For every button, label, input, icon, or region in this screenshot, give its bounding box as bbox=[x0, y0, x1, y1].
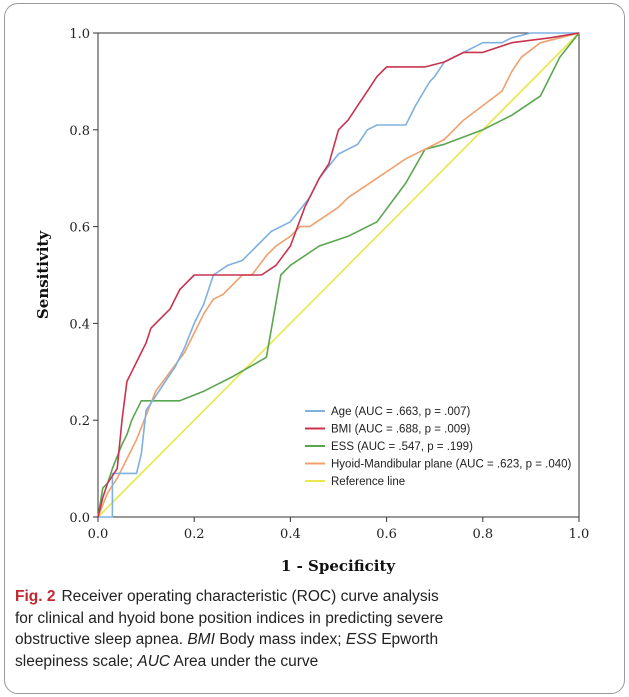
legend-label: Reference line bbox=[331, 476, 405, 488]
abbr-bmi: BMI bbox=[187, 631, 215, 648]
legend-label: BMI (AUC = .688, p = .009) bbox=[331, 424, 471, 436]
x-tick-label: 0.2 bbox=[184, 527, 205, 542]
x-tick-label: 0.6 bbox=[376, 527, 397, 542]
figure-card: 0.0 0.2 0.4 0.6 0.8 1.0 0.0 0.2 0.4 0.6 0.8 1.0 1 … bbox=[4, 3, 625, 694]
x-tick-label: 1.0 bbox=[569, 527, 590, 542]
legend-label: Hyoid-Mandibular plane (AUC = .623, p = … bbox=[331, 459, 572, 471]
y-tick-label: 0.0 bbox=[69, 511, 90, 526]
abbr-auc: AUC bbox=[137, 652, 171, 670]
y-tick-label: 0.6 bbox=[69, 221, 90, 236]
series-line-reference bbox=[97, 32, 580, 518]
caption-line-3: obstructive sleep apnea. bbox=[15, 631, 184, 648]
legend: Age (AUC = .663, p = .007) BMI (AUC = .68… bbox=[305, 406, 572, 488]
roc-chart: 0.0 0.2 0.4 0.6 0.8 1.0 0.0 0.2 0.4 0.6 0.8 1.0 1 … bbox=[34, 27, 589, 575]
y-axis-title: Sensitivity bbox=[34, 230, 52, 319]
x-tick-label: 0.0 bbox=[88, 527, 109, 542]
plot-frame bbox=[97, 32, 580, 518]
y-tick-label: 0.2 bbox=[69, 414, 90, 429]
x-tick-label: 0.4 bbox=[280, 527, 301, 542]
y-tick-label: 0.4 bbox=[69, 317, 90, 332]
def-ess: Epworth bbox=[381, 631, 439, 648]
x-axis-title: 1 - Specificity bbox=[281, 557, 396, 575]
series-layer bbox=[97, 32, 580, 518]
legend-label: ESS (AUC = .547, p = .199) bbox=[331, 441, 473, 453]
figure-caption: Fig. 2 Receiver operating characteristic … bbox=[15, 586, 615, 672]
x-tick-label: 0.8 bbox=[472, 527, 493, 542]
def-bmi: Body mass index; bbox=[219, 631, 342, 648]
y-tick-label: 1.0 bbox=[69, 27, 90, 42]
series-line-bmi bbox=[97, 32, 580, 518]
caption-line-1: Receiver operating characteristic (ROC) … bbox=[61, 588, 439, 605]
x-axis-ticks: 0.0 0.2 0.4 0.6 0.8 1.0 bbox=[88, 517, 590, 542]
legend-label: Age (AUC = .663, p = .007) bbox=[331, 406, 471, 418]
figure-label: Fig. 2 bbox=[15, 588, 56, 605]
def-auc: Area under the curve bbox=[173, 652, 319, 670]
y-tick-label: 0.8 bbox=[69, 124, 90, 139]
abbr-ess: ESS bbox=[345, 631, 377, 648]
plot-area: 0.0 0.2 0.4 0.6 0.8 1.0 0.0 0.2 0.4 0.6 0.8 1.0 bbox=[69, 27, 589, 542]
caption-line-4: sleepiness scale; bbox=[15, 652, 134, 670]
y-axis-ticks: 0.0 0.2 0.4 0.6 0.8 1.0 bbox=[69, 27, 98, 526]
caption-line-2: for clinical and hyoid bone position ind… bbox=[15, 609, 444, 627]
series-line-ess bbox=[97, 32, 580, 518]
